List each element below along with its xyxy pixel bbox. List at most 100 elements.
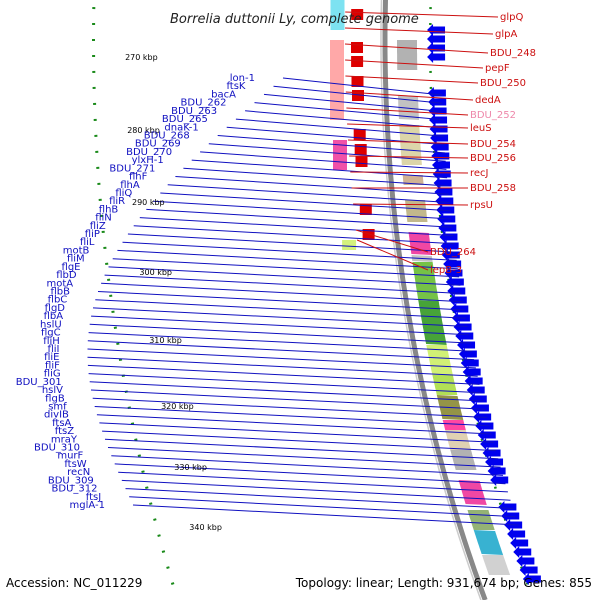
- label-leader-left: [183, 167, 448, 187]
- label-leader-left: [167, 184, 450, 203]
- reverse-gene-arrow: [438, 222, 457, 234]
- gene-block: [467, 510, 495, 530]
- gene-label-left: motA: [46, 278, 73, 289]
- label-leader-left: [132, 504, 519, 526]
- label-leader-left: [102, 430, 497, 452]
- label-leader-left: [104, 274, 462, 294]
- gene-block: [426, 345, 453, 375]
- label-leader-left: [121, 479, 511, 501]
- gene-label-left: mglA-1: [70, 500, 105, 511]
- scale-dot: [149, 502, 153, 505]
- reverse-gene-arrow: [428, 96, 447, 108]
- gene-label-left: ftsZ: [55, 426, 74, 437]
- gene-label-left: flgD: [45, 303, 66, 314]
- scale-tick-label: 310 kbp: [149, 336, 182, 345]
- label-leader-left: [153, 200, 452, 220]
- gene-label-right: pepF: [485, 63, 510, 74]
- reverse-gene-arrow: [464, 375, 483, 387]
- gene-label-right: dedA: [475, 95, 501, 106]
- forward-gene: [351, 9, 364, 20]
- label-leader-right: [353, 203, 469, 206]
- forward-gene-block: [330, 0, 345, 30]
- reverse-gene-arrow: [487, 465, 506, 477]
- label-leader-left: [89, 323, 471, 344]
- scale-dot: [153, 518, 157, 521]
- scale-dot: [170, 582, 175, 585]
- gene-label-left: ftsJ: [86, 492, 101, 503]
- gene-label-right: recJ: [470, 168, 489, 179]
- reverse-gene-arrow: [432, 168, 451, 180]
- scale-dot: [166, 566, 170, 569]
- gene-label-left: ylxH-1: [132, 155, 164, 166]
- reverse-gene-arrow: [510, 537, 529, 549]
- gene-block: [445, 430, 471, 450]
- gene-label-left: BDU_262: [181, 98, 227, 109]
- reverse-gene-arrow: [430, 132, 449, 144]
- scale-dot: [145, 486, 149, 489]
- label-leader-left: [97, 291, 465, 311]
- reverse-gene-arrow: [460, 357, 479, 369]
- gene-label-left: mraY: [51, 434, 78, 445]
- reverse-gene-arrow: [434, 186, 453, 198]
- gene-block: [399, 125, 422, 165]
- gene-label-left: flbC: [48, 295, 68, 306]
- label-leader-right: [355, 229, 429, 253]
- label-leader-left: [111, 455, 504, 476]
- label-leader-left: [104, 438, 499, 460]
- gene-label-left: BDU_309: [48, 475, 94, 486]
- gene-label-left: fliP: [85, 229, 100, 240]
- gene-block: [397, 40, 418, 70]
- label-leader-left: [92, 397, 488, 418]
- gene-label-right: BDU_264: [430, 247, 476, 258]
- forward-gene-block: [330, 40, 344, 120]
- label-leader-left: [101, 282, 464, 303]
- label-leader-left: [92, 307, 468, 327]
- scale-tick-label: 340 kbp: [189, 523, 222, 532]
- reverse-gene-arrow: [432, 159, 451, 171]
- label-leader-left: [254, 102, 444, 121]
- scale-dot: [137, 454, 142, 457]
- label-leader-left: [133, 225, 455, 245]
- gene-label-left: BDU_263: [171, 106, 217, 117]
- label-leader-left: [139, 217, 454, 237]
- label-leaders: [87, 11, 519, 526]
- accession-text: Accession: NC_011229: [6, 576, 143, 590]
- scale-dot: [113, 326, 117, 329]
- label-leader-right: [347, 123, 469, 129]
- reverse-gene-arrow: [448, 294, 467, 306]
- gene-label-left: flgC: [41, 328, 61, 339]
- label-leader-left: [96, 414, 492, 435]
- gene-label-left: hslV: [42, 385, 63, 396]
- label-leader-left: [95, 299, 467, 319]
- genome-summary: Topology: linear; Length: 931,674 bp; Ge…: [295, 576, 592, 590]
- reverse-gene-arrow: [470, 402, 489, 414]
- reverse-gene-arrow: [427, 51, 446, 63]
- gene-label-left: BDU_268: [144, 131, 190, 142]
- gene-label-right: BDU_254: [470, 139, 516, 150]
- label-leader-left: [122, 241, 457, 261]
- gene-label-left: smf: [48, 402, 67, 413]
- reverse-gene-arrow: [427, 33, 446, 45]
- gene-label-left: BDU_310: [34, 443, 80, 454]
- label-leader-left: [94, 406, 490, 427]
- gene-label-left: BDU_265: [162, 114, 208, 125]
- label-leader-left: [127, 233, 456, 253]
- label-leader-left: [118, 471, 508, 493]
- label-leader-left: [200, 151, 447, 170]
- label-leader-left: [146, 208, 453, 228]
- label-leader-left: [175, 176, 449, 195]
- gene-block: [482, 555, 511, 575]
- scale-dot: [118, 358, 123, 361]
- label-leader-right: [350, 171, 469, 174]
- label-leader-right: [344, 43, 489, 54]
- reverse-gene-arrow: [462, 366, 481, 378]
- forward-gene: [355, 156, 368, 167]
- reverse-gene-arrow: [516, 555, 535, 567]
- gene-label-left: BDU_271: [109, 163, 155, 174]
- gene-label-right: BDU_248: [490, 48, 536, 59]
- scale-tick-label: 270 kbp: [125, 53, 158, 62]
- forward-gene: [353, 129, 366, 140]
- reverse-gene-arrow: [498, 501, 517, 513]
- label-leader-left: [88, 332, 473, 352]
- gene-label-right: BDU_250: [480, 78, 526, 89]
